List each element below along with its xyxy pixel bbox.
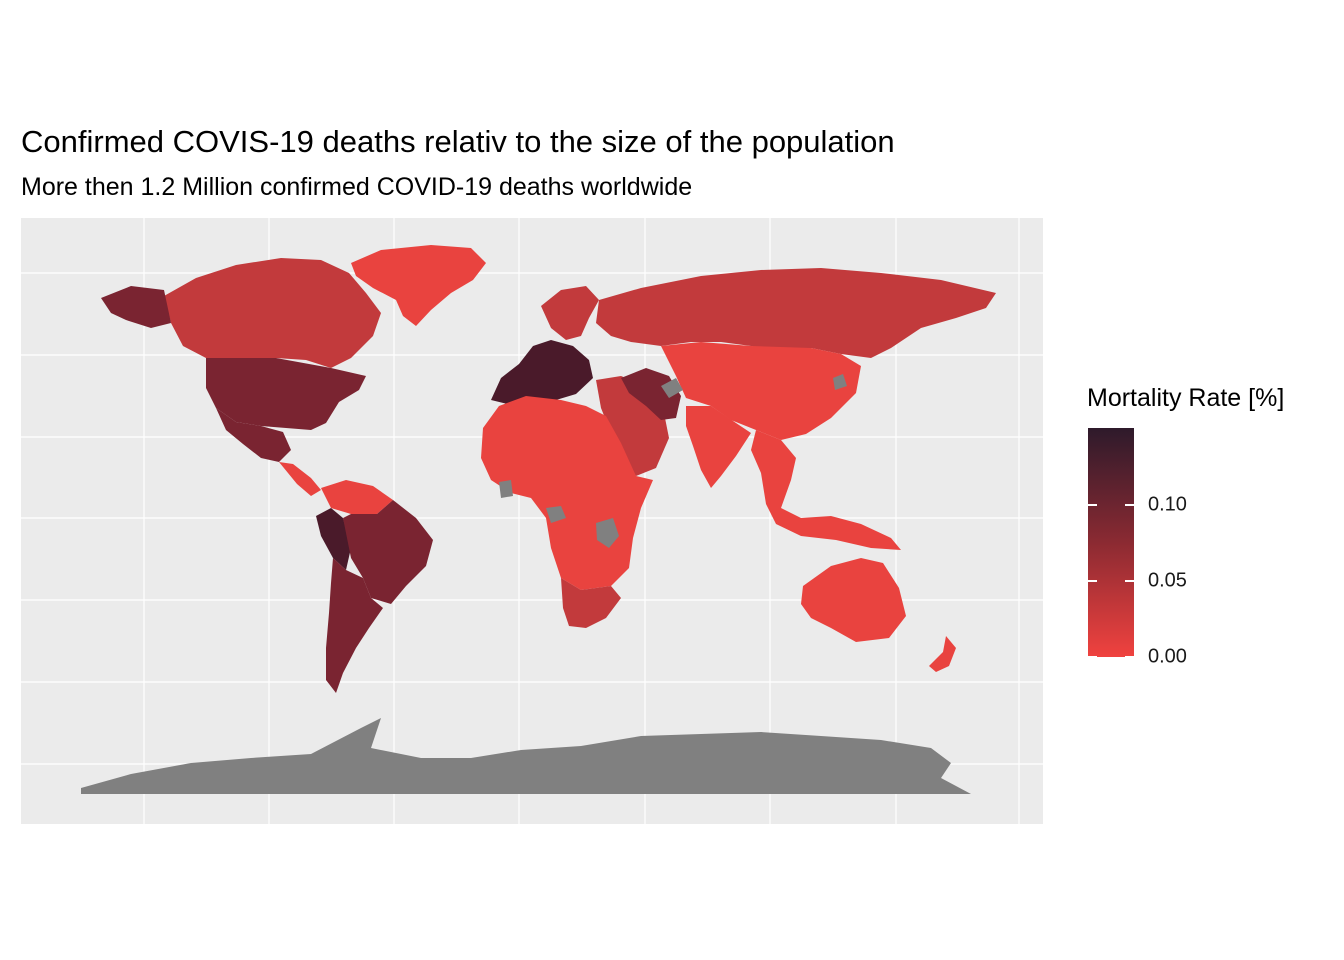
region-india	[686, 406, 751, 488]
region-mexico	[216, 408, 291, 462]
region-scandinavia	[541, 286, 599, 340]
region-argentina	[326, 558, 383, 693]
region-brazil	[343, 500, 433, 604]
region-north-south-america	[321, 480, 393, 514]
region-no-data-korea	[833, 374, 847, 390]
region-no-data-central-asia	[661, 378, 683, 398]
region-china	[661, 342, 861, 440]
region-central-america	[279, 462, 321, 496]
region-alaska	[101, 286, 171, 328]
legend-label-mid: 0.05	[1148, 569, 1187, 592]
region-southeast-asia	[751, 430, 901, 550]
region-canada	[164, 258, 381, 368]
region-usa	[206, 358, 366, 430]
map-title: Confirmed COVIS-19 deaths relativ to the…	[21, 124, 895, 159]
region-no-data-central-africa	[546, 506, 566, 523]
world-map-panel	[21, 218, 1043, 824]
region-australia	[801, 558, 906, 642]
region-iran	[621, 368, 681, 420]
legend-colorbar	[1088, 428, 1134, 657]
legend-title: Mortality Rate [%]	[1087, 384, 1285, 412]
region-antarctica	[81, 718, 971, 794]
region-no-data-west-africa	[499, 480, 513, 498]
region-new-zealand	[929, 636, 956, 672]
region-russia	[596, 268, 996, 358]
region-greenland	[351, 245, 486, 326]
legend-label-high: 0.10	[1148, 493, 1187, 516]
region-peru	[316, 508, 351, 570]
region-south-africa	[561, 578, 621, 628]
region-western-europe	[491, 340, 593, 406]
map-subtitle: More then 1.2 Million confirmed COVID-19…	[21, 173, 693, 201]
region-no-data-east-africa	[596, 518, 619, 548]
legend-label-low: 0.00	[1148, 645, 1187, 668]
